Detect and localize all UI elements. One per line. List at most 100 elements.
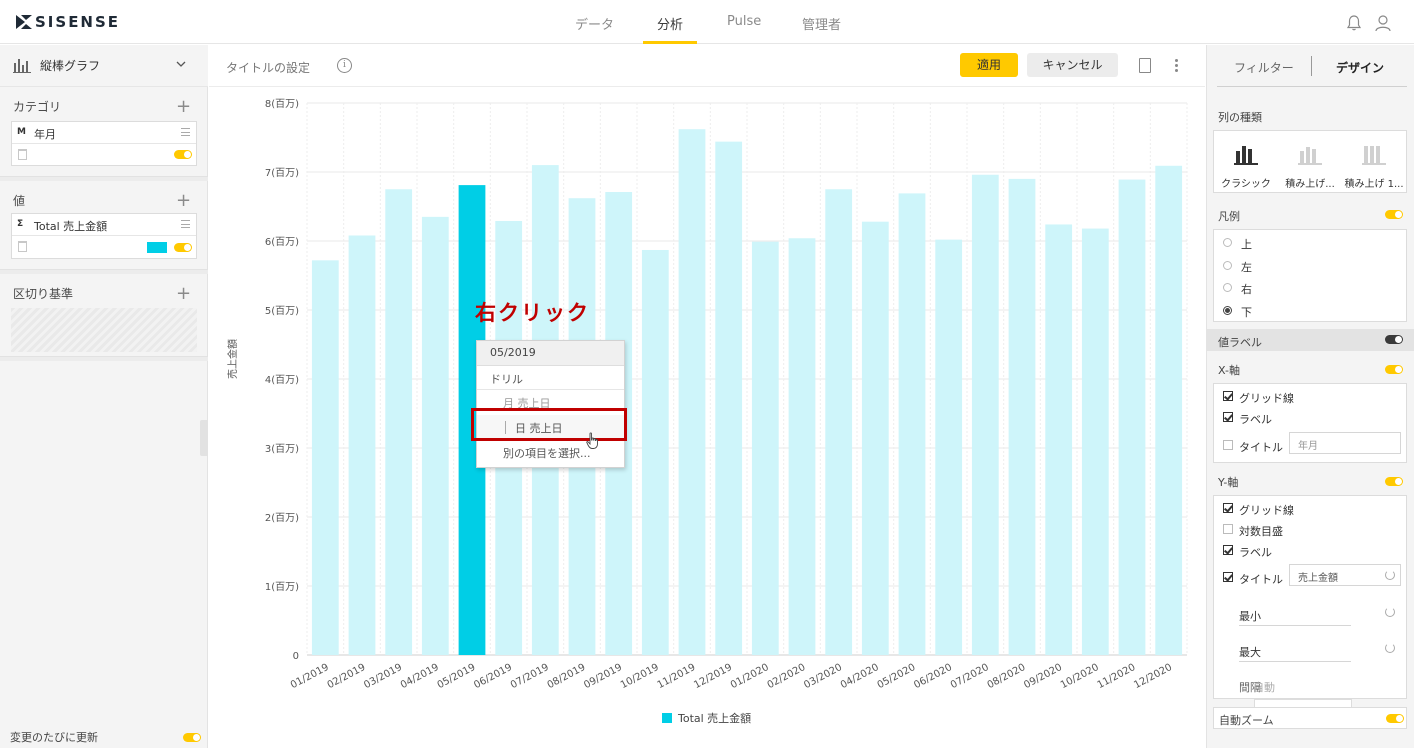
value-field-row[interactable]: Σ Total 売上金額 (12, 214, 196, 236)
chart-bar-01-2019[interactable] (311, 260, 339, 655)
y-axis-interval-row[interactable]: 間隔 自動 (1214, 674, 1406, 696)
legend-option-left[interactable]: 左 (1214, 254, 1406, 276)
chart-bar-04-2019[interactable] (421, 216, 449, 655)
radio-button-selected[interactable] (1223, 306, 1232, 315)
x-axis-title-row[interactable]: タイトル 年月 (1214, 432, 1406, 456)
legend-toggle[interactable] (1385, 210, 1403, 219)
chart-bar-09-2020[interactable] (1045, 224, 1073, 655)
column-type-classic[interactable]: クラシック (1214, 131, 1278, 193)
x-axis-toggle[interactable] (1385, 365, 1403, 374)
chart-bar-11-2019[interactable] (678, 129, 706, 656)
y-axis-log-row[interactable]: 対数目盛 (1214, 518, 1406, 540)
add-value-icon[interactable]: + (176, 190, 192, 211)
apply-button[interactable]: 適用 (960, 53, 1018, 77)
cancel-button[interactable]: キャンセル (1027, 53, 1118, 77)
column-type-label: 積み上げ 1... (1344, 179, 1404, 190)
context-menu-item-other[interactable]: 別の項目を選択... (477, 440, 624, 465)
column-type-stacked[interactable]: 積み上げ... (1278, 131, 1342, 193)
chart-bar-10-2020[interactable] (1081, 228, 1109, 655)
y-axis-max-row[interactable]: 最大 (1214, 639, 1406, 662)
sisense-logo[interactable]: SISENSE (16, 13, 120, 31)
y-axis-grid-row[interactable]: グリッド線 (1214, 497, 1406, 519)
reset-icon[interactable] (1385, 570, 1395, 580)
chart-bar-11-2020[interactable] (1118, 179, 1146, 655)
y-axis-min-row[interactable]: 最小 (1214, 603, 1406, 626)
column-type-stacked-100[interactable]: 積み上げ 1... (1342, 131, 1406, 193)
chart-bar-01-2020[interactable] (751, 241, 779, 655)
left-panel: 縦棒グラフ カテゴリ + M 年月 値 + Σ Total 売上金額 (0, 45, 208, 748)
checkbox[interactable] (1223, 524, 1233, 534)
trash-icon[interactable] (18, 241, 27, 252)
value-label-toggle[interactable] (1385, 335, 1403, 344)
panel-collapse-handle[interactable] (200, 420, 208, 456)
checkbox-checked[interactable] (1223, 412, 1233, 422)
tab-filters[interactable]: フィルター (1234, 61, 1294, 75)
trash-icon[interactable] (18, 149, 27, 160)
bell-icon[interactable] (1345, 14, 1363, 32)
tab-design[interactable]: デザイン (1336, 61, 1385, 75)
legend-option-bottom[interactable]: 下 (1214, 299, 1406, 321)
x-tick-label: 06/2020 (912, 662, 954, 691)
auto-update-toggle[interactable] (183, 733, 201, 742)
context-menu-item-day[interactable]: 日 売上日 (477, 415, 624, 440)
info-icon[interactable]: i (337, 58, 352, 73)
checkbox[interactable] (1223, 440, 1233, 450)
reset-icon[interactable] (1385, 607, 1395, 617)
tab-separator (1311, 56, 1312, 76)
nav-tab-admin[interactable]: 管理者 (802, 18, 842, 33)
chart-bar-12-2020[interactable] (1155, 165, 1183, 655)
chart-bar-06-2020[interactable] (935, 239, 963, 655)
chart-bar-02-2020[interactable] (788, 238, 816, 656)
chart-bar-08-2020[interactable] (1008, 178, 1036, 655)
legend-option-top[interactable]: 上 (1214, 231, 1406, 253)
legend-option-right[interactable]: 右 (1214, 276, 1406, 298)
auto-zoom-toggle[interactable] (1386, 714, 1404, 723)
category-field-row[interactable]: M 年月 (12, 122, 196, 144)
x-tick-label: 12/2019 (692, 662, 734, 691)
chart-legend[interactable]: Total 売上金額 (662, 711, 751, 725)
x-axis-axis-title-label: タイトル (1239, 441, 1283, 454)
reset-icon[interactable] (1385, 643, 1395, 653)
y-axis-label-row[interactable]: ラベル (1214, 539, 1406, 561)
chart-type-selector[interactable]: 縦棒グラフ (0, 45, 208, 87)
chart-bar-02-2019[interactable] (348, 235, 376, 656)
nav-tab-data[interactable]: データ (575, 18, 615, 33)
chart-bar-10-2019[interactable] (641, 249, 669, 655)
checkbox-checked[interactable] (1223, 391, 1233, 401)
checkbox-checked[interactable] (1223, 503, 1233, 513)
radio-button[interactable] (1223, 238, 1232, 247)
y-axis-title-input[interactable]: 売上金額 (1289, 564, 1401, 586)
y-axis-toggle[interactable] (1385, 477, 1403, 486)
break-by-dropzone[interactable] (11, 308, 197, 352)
chart-bar-05-2020[interactable] (898, 193, 926, 655)
checkbox-checked[interactable] (1223, 545, 1233, 555)
value-toggle[interactable] (174, 243, 192, 252)
series-color-swatch[interactable] (147, 242, 167, 253)
radio-button[interactable] (1223, 261, 1232, 270)
x-axis-grid-row[interactable]: グリッド線 (1214, 385, 1406, 407)
export-icon[interactable] (1139, 58, 1151, 73)
more-options-icon[interactable] (1175, 59, 1178, 73)
chart-bar-04-2020[interactable] (861, 221, 889, 655)
add-category-icon[interactable]: + (176, 96, 192, 117)
radio-button[interactable] (1223, 283, 1232, 292)
field-menu-icon[interactable] (181, 128, 190, 136)
add-break-by-icon[interactable]: + (176, 283, 192, 304)
checkbox-checked[interactable] (1223, 572, 1233, 582)
category-toggle[interactable] (174, 150, 192, 159)
x-axis-label-row[interactable]: ラベル (1214, 406, 1406, 428)
y-tick-label: 7(百万) (265, 167, 299, 179)
field-menu-icon[interactable] (181, 220, 190, 228)
widget-title-input[interactable]: タイトルの設定 (226, 61, 311, 75)
chart-bar-03-2019[interactable] (385, 189, 413, 655)
x-axis-title-input[interactable]: 年月 (1289, 432, 1401, 454)
chart-bar-12-2019[interactable] (715, 141, 743, 655)
nav-tab-pulse[interactable]: Pulse (727, 14, 762, 29)
user-icon[interactable] (1374, 14, 1392, 32)
chart-bar-07-2020[interactable] (971, 174, 999, 655)
context-menu-item-month[interactable]: 月 売上日 (477, 390, 624, 415)
y-tick-label: 2(百万) (265, 512, 299, 524)
chart-bar-03-2020[interactable] (825, 189, 853, 655)
y-axis-title-row[interactable]: タイトル 売上金額 (1214, 564, 1406, 588)
nav-tab-analytics[interactable]: 分析 (657, 18, 684, 33)
